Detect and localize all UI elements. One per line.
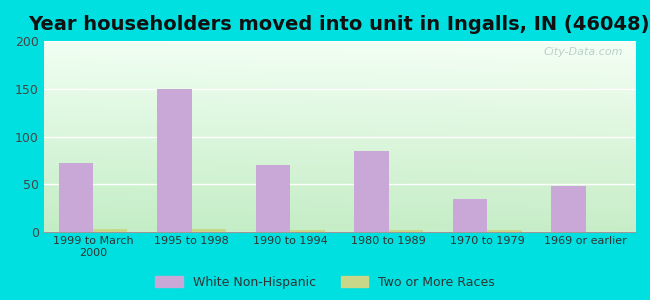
Bar [290,230,324,232]
Bar [452,199,488,232]
Legend: White Non-Hispanic, Two or More Races: White Non-Hispanic, Two or More Races [150,271,500,294]
Bar [93,230,127,232]
Bar [192,230,226,232]
Text: City-Data.com: City-Data.com [543,47,623,57]
Bar [157,89,192,232]
Bar [488,230,522,232]
Bar [389,230,423,232]
Bar [58,164,93,232]
Bar [551,186,586,232]
Bar [255,165,290,232]
Title: Year householders moved into unit in Ingalls, IN (46048): Year householders moved into unit in Ing… [29,15,650,34]
Bar [354,151,389,232]
